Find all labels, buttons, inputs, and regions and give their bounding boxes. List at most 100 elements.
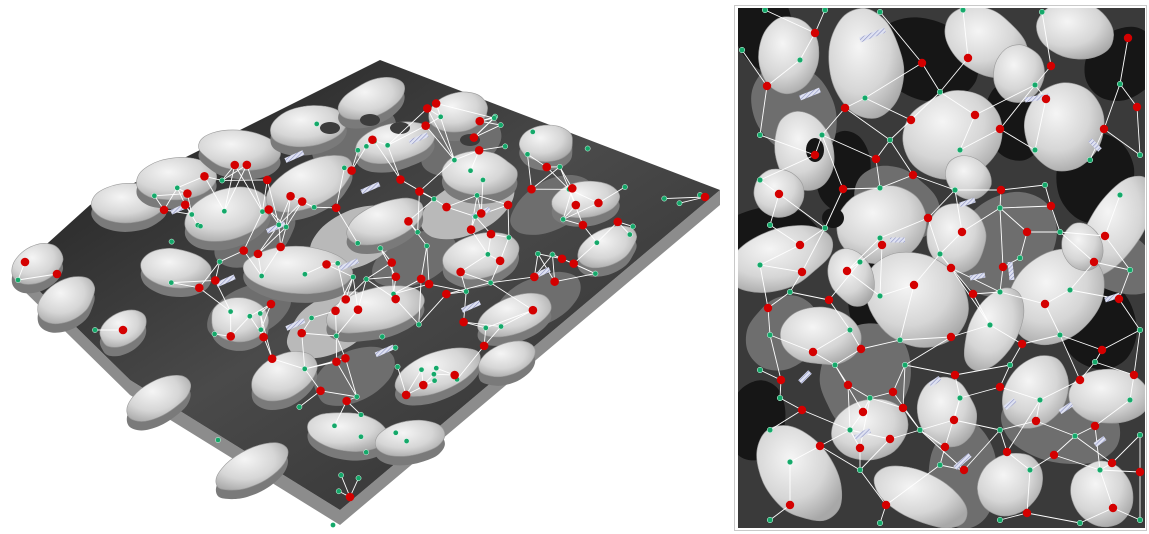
graph-edge: [959, 386, 1001, 399]
graph-edge: [171, 280, 216, 284]
region-node: [401, 390, 411, 400]
junction-node: [996, 426, 1004, 434]
junction-node: [818, 131, 826, 139]
graph-edge: [357, 279, 367, 310]
raised-region: [215, 442, 289, 491]
region-node: [387, 258, 397, 267]
graph-edge: [859, 397, 871, 449]
graph-edge: [446, 282, 491, 295]
junction-node: [761, 8, 769, 14]
junction-node: [502, 143, 509, 150]
region-node: [949, 415, 959, 425]
graph-edge: [230, 315, 251, 337]
region-node: [797, 405, 807, 415]
bridge-connector: [1093, 435, 1107, 448]
graph-edge: [879, 244, 883, 297]
region-node: [1132, 102, 1142, 112]
region-node: [341, 353, 350, 363]
junction-node: [556, 163, 563, 170]
graph-edge: [962, 9, 969, 59]
junction-node: [403, 438, 410, 444]
region-node: [946, 263, 956, 273]
junction-node: [1091, 358, 1099, 366]
graph-edge: [812, 329, 851, 353]
junction-node: [257, 310, 264, 317]
junction-node: [1136, 151, 1144, 159]
graph-edge: [454, 149, 480, 161]
bridge-connector: [285, 318, 306, 331]
region-node: [840, 103, 850, 113]
junction-node: [333, 333, 340, 339]
junction-node: [1136, 326, 1144, 334]
graph-edge: [336, 361, 358, 397]
junction-node: [487, 279, 494, 286]
raised-region: [37, 276, 96, 325]
graph-edge: [1034, 98, 1047, 151]
graph-edge: [1119, 83, 1138, 108]
region-node: [1090, 421, 1100, 431]
graph-edge: [1039, 379, 1081, 401]
junction-node: [936, 88, 944, 96]
junction-node: [433, 365, 440, 371]
graph-edge: [460, 271, 491, 284]
junction-node: [431, 371, 437, 378]
junction-node: [529, 129, 536, 135]
graph-edge: [546, 166, 570, 190]
region-node: [476, 209, 486, 218]
graph-edge: [1021, 334, 1061, 345]
region-node: [856, 344, 866, 354]
region-node: [419, 380, 428, 390]
region-node: [881, 500, 891, 510]
graph-edge: [961, 207, 1001, 233]
graph-edge: [859, 244, 883, 263]
graph-edge: [1059, 231, 1106, 237]
graph-edge: [171, 282, 200, 289]
graph-edge: [490, 282, 534, 311]
region-node: [459, 317, 468, 327]
perspective-view-panel: [11, 60, 720, 528]
region-node: [908, 170, 918, 180]
graph-edge: [527, 154, 532, 190]
graph-edge: [554, 273, 596, 283]
graph-edge: [1136, 106, 1141, 156]
region-node: [557, 254, 567, 264]
graph-edge: [460, 253, 489, 273]
bridge-connector: [1003, 398, 1017, 410]
region-node: [998, 262, 1008, 272]
graph-edge: [154, 193, 188, 197]
graph-edge: [352, 276, 359, 310]
junction-node: [996, 288, 1004, 296]
junction-node: [227, 308, 234, 315]
raised-region: [1007, 248, 1105, 346]
region-node: [842, 266, 852, 276]
junction-node: [629, 223, 636, 230]
raised-region: [873, 465, 968, 528]
pit-hole: [806, 138, 824, 162]
graph-edge: [393, 278, 422, 295]
raised-region: [198, 129, 281, 171]
graph-edge: [177, 175, 205, 189]
region-node: [1046, 201, 1056, 211]
region-node: [226, 332, 236, 341]
graph-edge: [847, 384, 871, 399]
graph-edge: [417, 191, 420, 233]
graph-edge: [989, 324, 1023, 345]
graph-edge: [912, 174, 956, 191]
bridge-connector: [284, 150, 305, 163]
graph-edge: [759, 264, 769, 309]
graph-edge: [366, 276, 396, 280]
region-node: [810, 28, 820, 38]
region-node: [421, 121, 430, 131]
graph-edge: [879, 217, 929, 239]
graph-edge: [335, 207, 359, 244]
graph-edge: [563, 202, 599, 220]
junction-node: [756, 131, 764, 139]
junction-node: [549, 251, 556, 258]
graph-edge: [954, 364, 1011, 376]
bridge-connector: [215, 274, 236, 288]
junction-node: [821, 8, 829, 14]
graph-edge: [1044, 289, 1071, 305]
graph-edge: [374, 140, 401, 180]
region-node: [368, 135, 377, 145]
